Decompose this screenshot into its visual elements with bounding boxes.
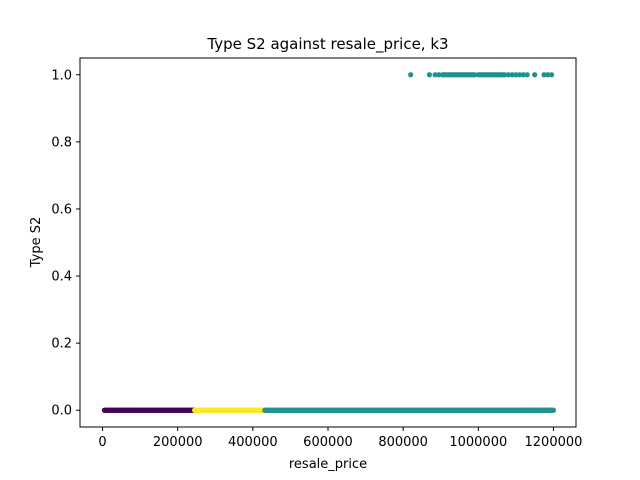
chart-title: Type S2 against resale_price, k3: [206, 35, 448, 54]
x-tick-label: 600000: [303, 435, 353, 450]
x-axis-label: resale_price: [289, 457, 367, 472]
data-point-series-3: [524, 72, 530, 78]
x-tick-label: 0: [98, 435, 106, 450]
data-point-series-3: [502, 72, 508, 78]
x-tick-label: 200000: [153, 435, 203, 450]
data-point-series-3: [545, 72, 551, 78]
data-point-series-2: [530, 407, 536, 413]
data-point-series-3: [426, 72, 433, 78]
data-point-series-3: [505, 72, 511, 78]
y-axis-ticks: 0.0 0.2 0.4 0.6 0.8 1.0: [51, 68, 80, 419]
data-point-series-3: [471, 72, 478, 78]
x-tick-label: 1000000: [449, 435, 507, 450]
data-point-series-2: [543, 407, 549, 413]
data-point-series-3: [408, 72, 414, 78]
data-point-series-3: [541, 72, 547, 78]
x-tick-label: 400000: [228, 435, 278, 450]
data-point-series-2: [522, 407, 528, 413]
data-point-series-3: [517, 72, 523, 78]
data-point-series-3: [520, 72, 526, 78]
data-point-series-3: [436, 72, 442, 78]
x-tick-label: 800000: [378, 435, 428, 450]
data-point-series-3: [548, 72, 555, 78]
data-point-series-3: [509, 72, 515, 78]
data-point-series-3: [432, 72, 438, 78]
data-point-series-2: [526, 407, 532, 413]
data-point-series-3: [532, 72, 538, 78]
y-tick-label: 0.8: [51, 135, 72, 150]
data-point-series-3: [513, 72, 519, 78]
data-points: [101, 72, 557, 413]
y-tick-label: 1.0: [51, 68, 72, 83]
y-tick-label: 0.4: [51, 270, 72, 285]
x-tick-label: 1200000: [525, 435, 583, 450]
x-axis-ticks: 0 200000 400000 600000 800000 1000000 1200000: [98, 427, 582, 450]
data-point-series-2: [539, 407, 545, 413]
plot-frame: [79, 57, 577, 428]
data-point-series-2: [535, 407, 542, 413]
y-tick-label: 0.2: [51, 337, 72, 352]
data-point-series-2: [550, 407, 557, 413]
y-axis-label: Type S2: [29, 217, 44, 269]
y-tick-label: 0.6: [51, 202, 72, 217]
y-tick-label: 0.0: [51, 404, 72, 419]
